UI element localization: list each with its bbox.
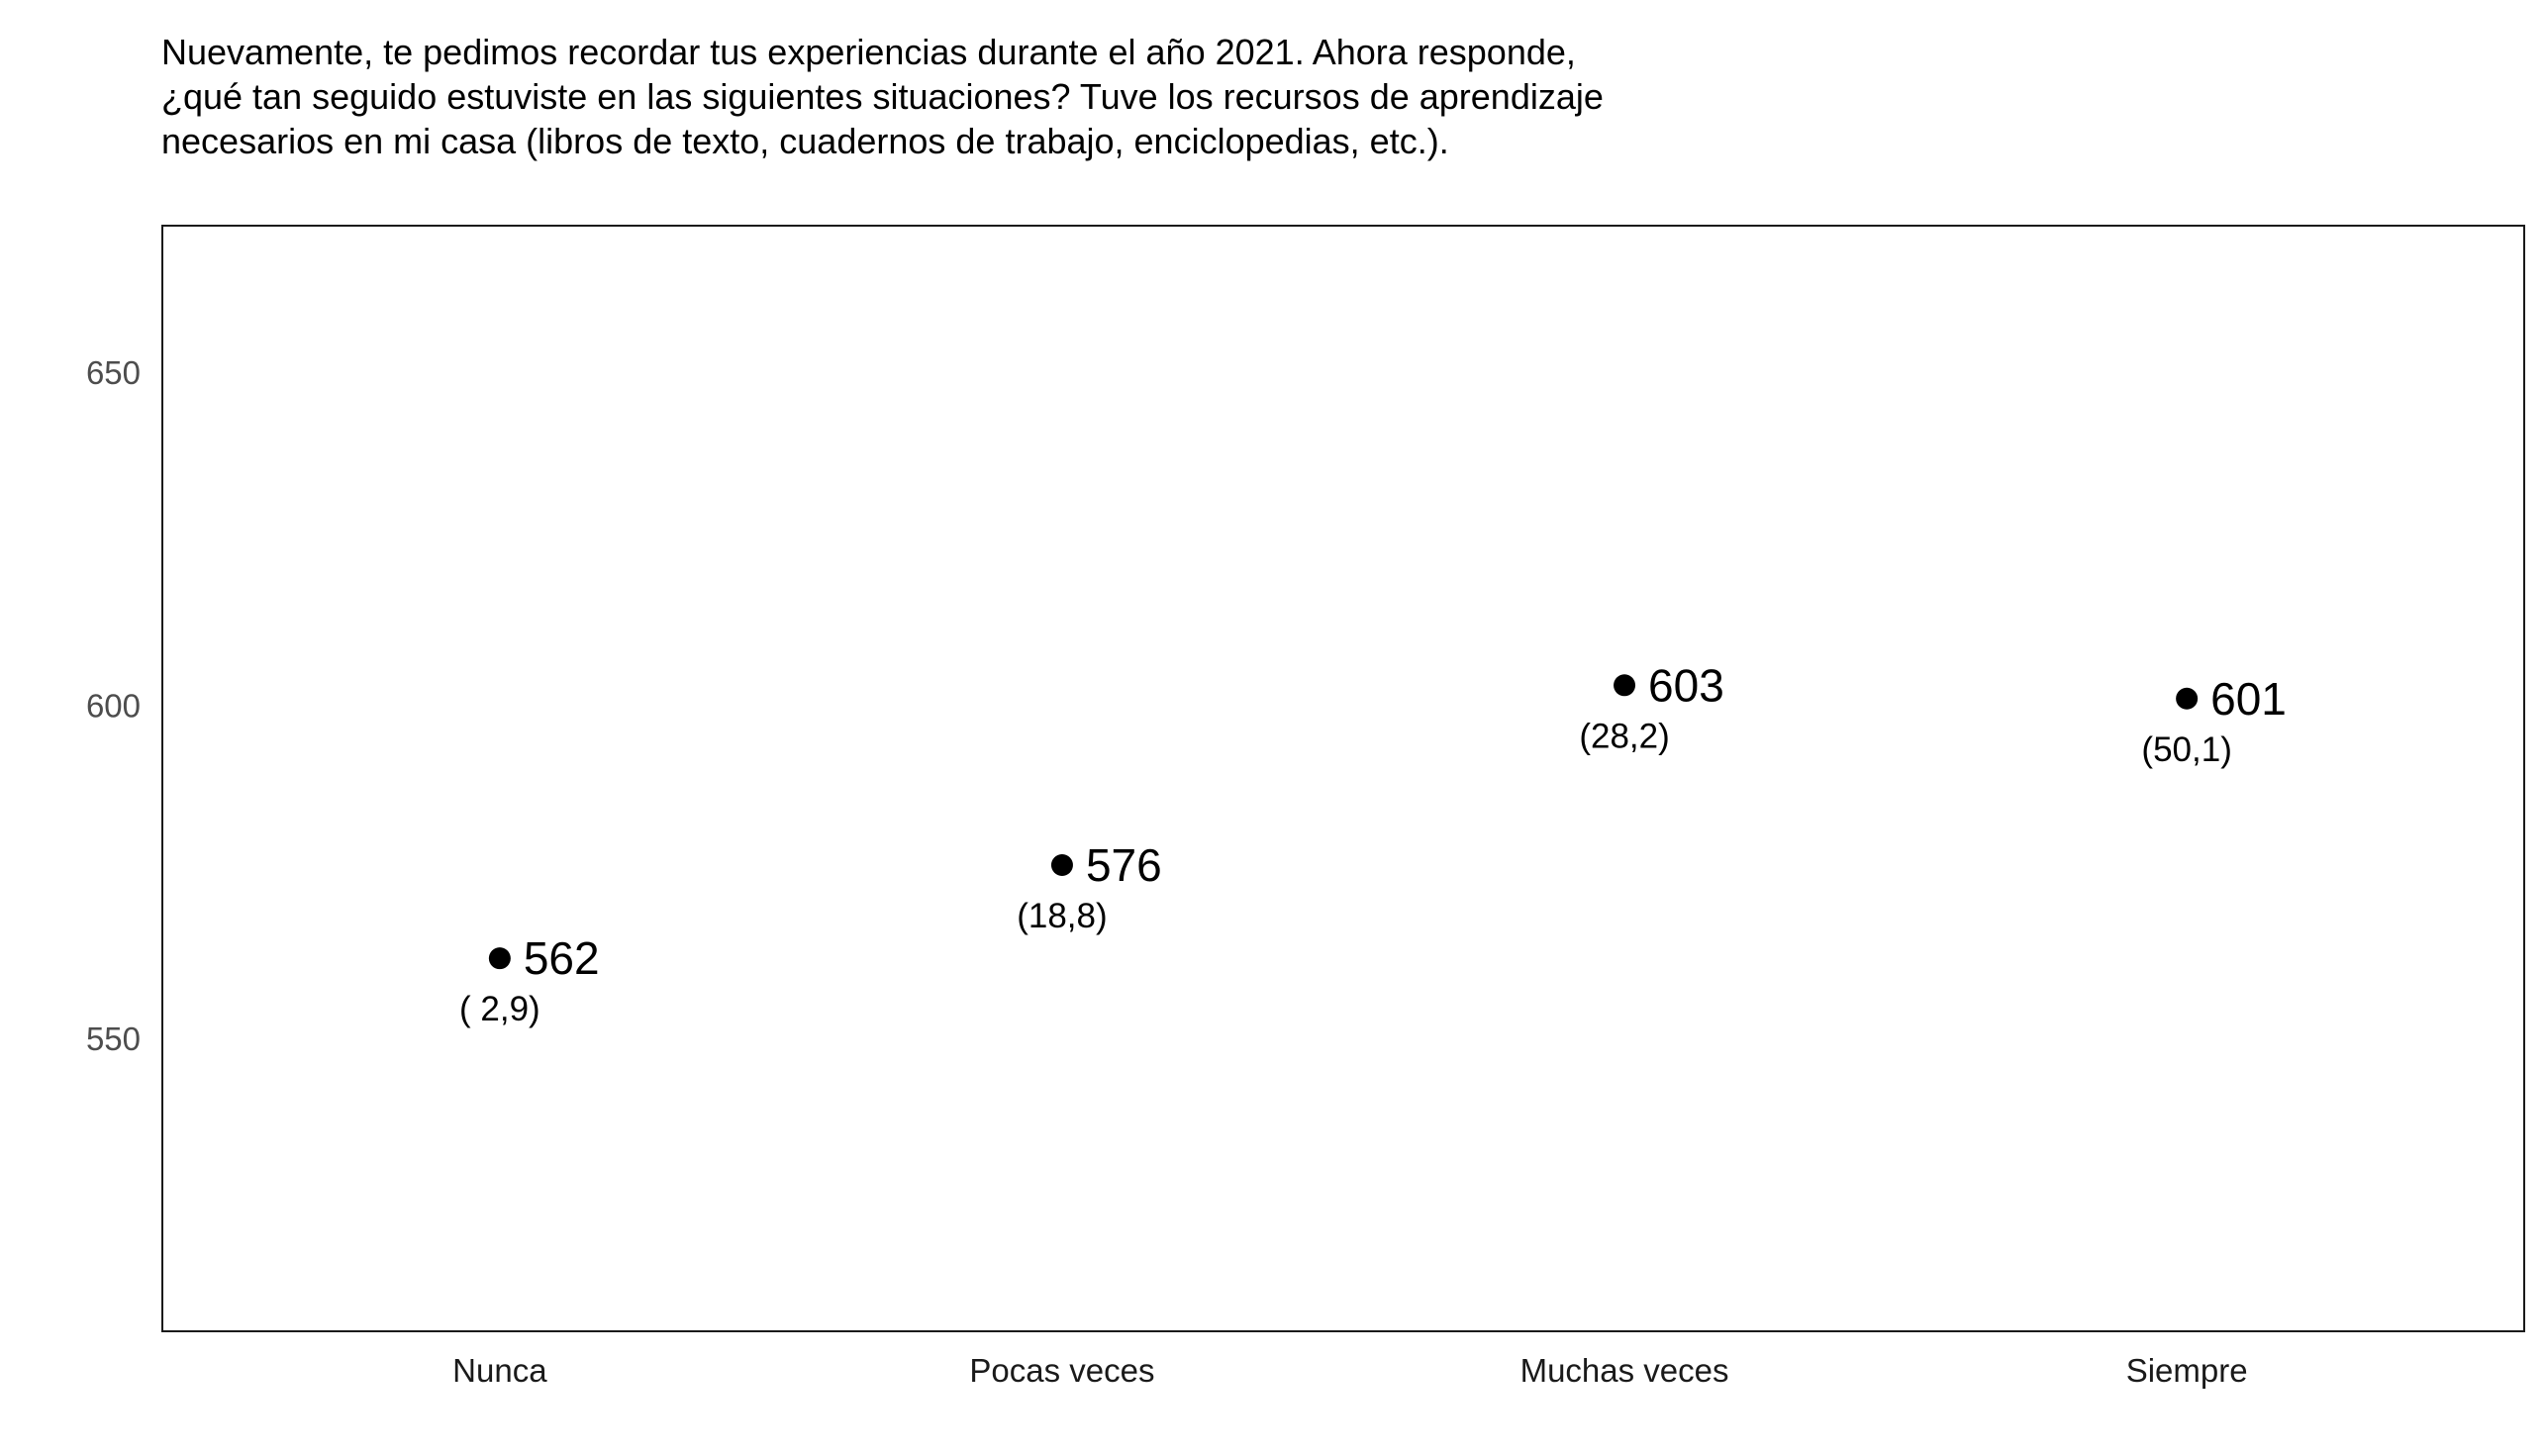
y-tick-label: 650 (86, 354, 141, 391)
y-axis: 550 600 650 (86, 354, 141, 1057)
percent-label: (28,2) (1579, 717, 1669, 755)
x-tick-label: Pocas veces (969, 1352, 1154, 1389)
plot-panel-border (161, 225, 2525, 1332)
percent-label: (18,8) (1017, 897, 1107, 935)
chart-title: Nuevamente, te pedimos recordar tus expe… (161, 32, 1604, 161)
percent-label: ( 2,9) (459, 990, 540, 1028)
percent-label: (50,1) (2141, 730, 2231, 769)
data-point (1050, 853, 1073, 876)
x-tick-label: Muchas veces (1520, 1352, 1729, 1389)
y-tick-label: 600 (86, 687, 141, 724)
y-tick-label: 550 (86, 1020, 141, 1057)
value-label: 603 (1648, 659, 1724, 711)
x-tick-label: Siempre (2126, 1352, 2248, 1389)
data-point (1614, 674, 1636, 697)
x-axis: Nunca Pocas veces Muchas veces Siempre (452, 1352, 2247, 1389)
x-tick-label: Nunca (452, 1352, 547, 1389)
value-label: 601 (2210, 673, 2287, 725)
data-point (2176, 687, 2199, 710)
data-point (488, 947, 511, 970)
data-points: 562 ( 2,9) 576 (18,8) 603 (28,2) 601 (50,1) (459, 659, 2287, 1028)
value-label: 562 (524, 932, 600, 984)
value-label: 576 (1086, 839, 1162, 891)
